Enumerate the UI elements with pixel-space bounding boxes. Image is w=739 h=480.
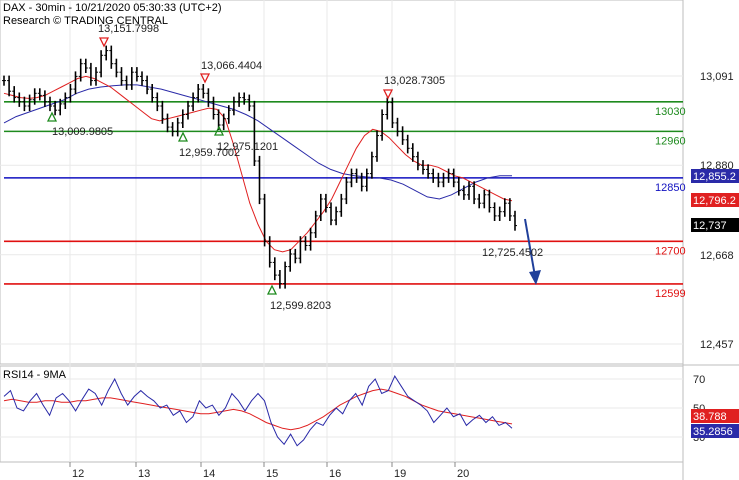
value-tag-box [691, 193, 739, 207]
price-annotation-label: 13,151.7998 [98, 23, 159, 35]
price-annotation-label: 13,066.4404 [201, 60, 262, 72]
fast-moving-average-line [3, 75, 513, 253]
level-label-13030: 13030 [655, 106, 686, 118]
x-tick-label: 14 [203, 468, 215, 480]
value-tag-text: 12,796.2 [693, 195, 736, 207]
rsi-line [3, 375, 513, 447]
price-annotation-label: 12,959.7002 [179, 147, 240, 159]
price-annotation-label: 13,028.7305 [384, 75, 445, 87]
swing-low-marker [213, 125, 225, 136]
value-tag-box [691, 169, 739, 183]
price-annotation-label: 12,975.1201 [217, 141, 278, 153]
value-tag: 38.788 [691, 409, 739, 423]
swing-high-marker [382, 89, 394, 100]
x-tick-label: 15 [266, 468, 278, 480]
rsi-title: RSI14 - 9MA [3, 369, 67, 381]
x-tick-label: 12 [72, 468, 84, 480]
y-tick-label: 13,091 [700, 71, 734, 83]
moving-average-layer [3, 75, 513, 253]
swing-low-marker [46, 111, 58, 122]
x-tick-label: 19 [394, 468, 406, 480]
level-label-12700: 12700 [655, 245, 686, 257]
price-panel-frame [0, 0, 684, 365]
level-layer: 13030 12960 12850 12700 12599 [4, 100, 686, 300]
forecast-arrow-head [529, 270, 541, 285]
value-tag-text: 12,737 [693, 220, 727, 232]
price-tag-layer: 12,855.2 12,796.2 12,737 38.788 35.2856 [691, 169, 739, 438]
grid-layer [0, 0, 683, 462]
value-tag-text: 38.788 [693, 411, 727, 423]
rsi-panel-frame [0, 365, 684, 463]
chart-credit: Research © TRADING CENTRAL [3, 15, 168, 27]
rsi-ma-line [3, 388, 513, 431]
level-label-12850: 12850 [655, 182, 686, 194]
value-tag-box [691, 424, 739, 438]
x-tick-label: 13 [138, 468, 150, 480]
rsi-tick-label: 70 [693, 374, 705, 386]
value-tag-text: 12,855.2 [693, 171, 736, 183]
value-tag-box [691, 218, 739, 232]
x-tick-label: 16 [329, 468, 341, 480]
annotation-layer: 13,151.7998 13,066.4404 13,028.7305 13,009.… [46, 23, 543, 312]
price-layer [2, 45, 517, 289]
slow-moving-average-line [3, 84, 512, 200]
price-annotation-label: 13,009.9805 [52, 126, 113, 138]
x-tick-label: 20 [457, 468, 469, 480]
value-tag-box [691, 409, 739, 423]
price-annotation-label: 12,599.8203 [270, 300, 331, 312]
value-tag: 12,737 [691, 218, 739, 232]
price-annotation-label: 12,725.4502 [482, 247, 543, 259]
value-tag-text: 35.2856 [693, 426, 733, 438]
swing-high-marker [199, 73, 211, 84]
swing-high-marker [98, 37, 110, 48]
chart-title: DAX - 30min - 10/21/2020 05:30:33 (UTC+2… [3, 2, 222, 14]
swing-low-marker [266, 284, 278, 295]
y-tick-label: 12,457 [700, 339, 734, 351]
value-tag: 35.2856 [691, 424, 739, 438]
level-label-12599: 12599 [655, 288, 686, 300]
rsi-layer [3, 375, 513, 447]
level-label-12960: 12960 [655, 135, 686, 147]
swing-low-marker [177, 131, 189, 142]
value-tag: 12,855.2 [691, 169, 739, 183]
y-tick-label: 12,668 [700, 250, 734, 262]
value-tag: 12,796.2 [691, 193, 739, 207]
